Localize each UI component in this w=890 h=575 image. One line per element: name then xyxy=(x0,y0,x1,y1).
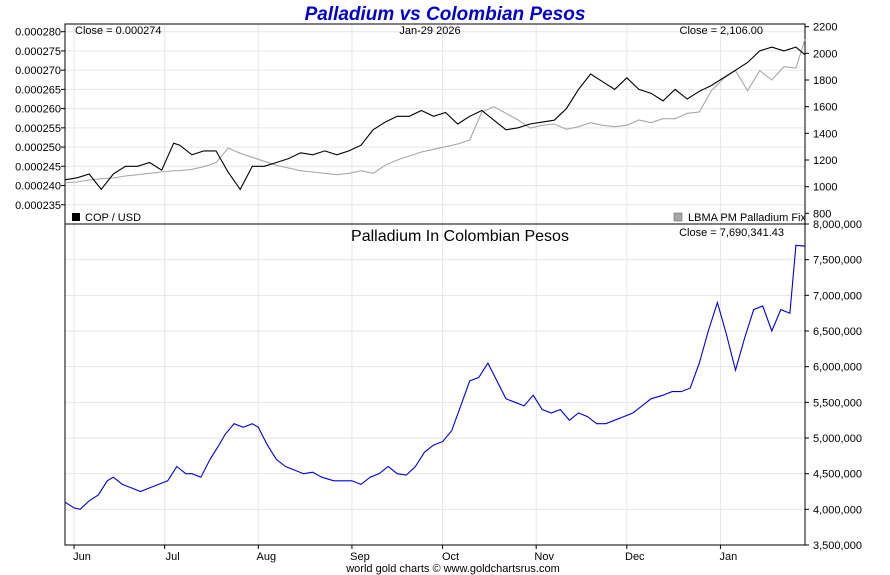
month-label: Jul xyxy=(166,551,180,563)
tick-label: 4,000,000 xyxy=(813,504,862,516)
tick-label: 7,500,000 xyxy=(813,255,862,267)
month-label: Jun xyxy=(73,551,91,563)
grid xyxy=(65,24,805,546)
bottom-right-axis: 3,500,000 4,000,000 4,500,000 5,000,000 5,50… xyxy=(805,219,862,552)
tick-label: 6,500,000 xyxy=(813,326,862,338)
tick-label: 0.000270 xyxy=(15,65,61,77)
tick-label: 3,500,000 xyxy=(813,540,862,552)
tick-label: 8,000,000 xyxy=(813,219,862,231)
cop-legend-swatch xyxy=(72,213,80,221)
bottom-panel-title: Palladium In Colombian Pesos xyxy=(351,228,569,245)
bottom-panel-frame xyxy=(64,223,806,546)
tick-label: 2200 xyxy=(813,22,837,34)
tick-label: 6,000,000 xyxy=(813,362,862,374)
tick-label: 1600 xyxy=(813,102,837,114)
month-label: Nov xyxy=(534,551,554,563)
series-layer xyxy=(64,39,806,510)
x-axis: Jun Jul Aug Sep Oct Nov Dec Jan xyxy=(73,545,737,563)
top-left-close: Close = 0.000274 xyxy=(75,25,162,37)
top-left-axis: 0.000235 0.000240 0.000245 0.000250 0.000255… xyxy=(15,27,65,212)
top-date-header: Jan-29 2026 xyxy=(399,25,460,37)
palladium-series xyxy=(64,39,806,184)
tick-label: 0.000245 xyxy=(15,161,61,173)
bottom-right-close: Close = 7,690,341.43 xyxy=(679,227,784,239)
palladium-legend-label: LBMA PM Palladium Fix xyxy=(688,212,806,224)
tick-label: 0.000280 xyxy=(15,27,61,39)
tick-label: 0.000235 xyxy=(15,200,61,212)
month-label: Sep xyxy=(350,551,370,563)
tick-label: 1800 xyxy=(813,75,837,87)
top-panel-frame xyxy=(64,23,806,225)
tick-label: 4,500,000 xyxy=(813,469,862,481)
cop-usd-series xyxy=(64,46,806,191)
tick-label: 5,000,000 xyxy=(813,433,862,445)
tick-label: 5,500,000 xyxy=(813,397,862,409)
tick-label: 7,000,000 xyxy=(813,290,862,302)
tick-label: 800 xyxy=(813,208,831,220)
palladium-cop-series xyxy=(64,244,806,510)
tick-label: 1000 xyxy=(813,182,837,194)
month-label: Oct xyxy=(442,551,459,563)
tick-label: 0.000275 xyxy=(15,46,61,58)
top-right-close: Close = 2,106.00 xyxy=(680,25,763,37)
tick-label: 0.000265 xyxy=(15,84,61,96)
tick-label: 1200 xyxy=(813,155,837,167)
month-label: Jan xyxy=(720,551,738,563)
top-right-axis: 800 1000 1200 1400 1600 1800 2000 2200 xyxy=(805,22,837,220)
month-label: Dec xyxy=(625,551,645,563)
chart-title: Palladium vs Colombian Pesos xyxy=(305,4,586,25)
cop-legend-label: COP / USD xyxy=(85,212,141,224)
tick-label: 1400 xyxy=(813,128,837,140)
tick-label: 0.000260 xyxy=(15,104,61,116)
tick-label: 0.000240 xyxy=(15,181,61,193)
tick-label: 0.000250 xyxy=(15,142,61,154)
tick-label: 2000 xyxy=(813,48,837,60)
footer-credit: world gold charts © www.goldchartsrus.co… xyxy=(345,563,560,575)
month-label: Aug xyxy=(257,551,277,563)
palladium-legend-swatch xyxy=(673,212,683,222)
tick-label: 0.000255 xyxy=(15,123,61,135)
